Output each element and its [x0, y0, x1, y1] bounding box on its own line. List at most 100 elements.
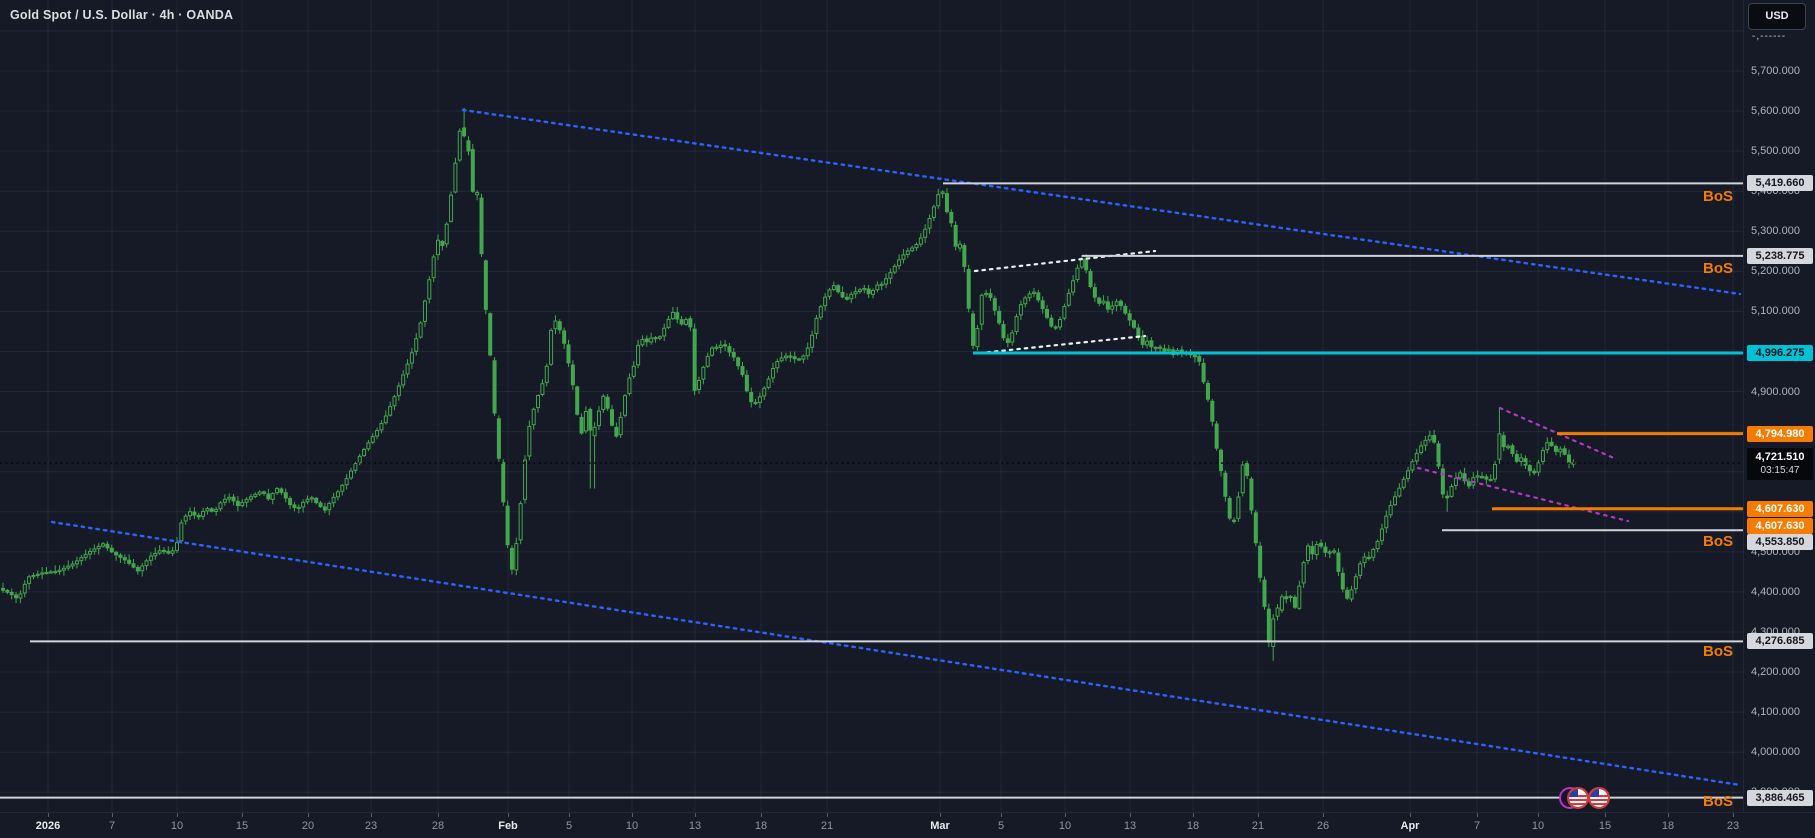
candle-body — [1018, 304, 1023, 316]
candle-body — [1414, 452, 1419, 462]
current-price-value: 4,721.510 — [1755, 451, 1805, 464]
candle-body — [153, 552, 158, 557]
time-tick-mark — [1538, 813, 1539, 817]
candle-body — [479, 197, 484, 255]
candle-body — [1279, 596, 1284, 611]
trendline-blue-dotted[interactable] — [461, 108, 1742, 296]
candle-body — [1036, 292, 1041, 301]
candle-body — [44, 571, 49, 575]
trendline-blue-dotted[interactable] — [50, 520, 1742, 787]
candle-body — [944, 193, 949, 213]
candle-body — [666, 318, 671, 328]
candle-body — [988, 293, 993, 298]
candle-body — [640, 338, 645, 346]
trendline-white-dotted[interactable] — [978, 334, 1147, 355]
currency-toggle-button[interactable]: USD — [1748, 3, 1806, 30]
candle-body — [1236, 496, 1241, 519]
candle-body — [910, 247, 915, 252]
candle-body — [122, 557, 127, 561]
current-price-badge: 4,721.510 03:15:47 — [1747, 448, 1813, 481]
bos-annotation[interactable]: BoS — [1703, 260, 1733, 277]
candle-body — [1123, 305, 1128, 314]
candle-body — [1275, 607, 1280, 617]
time-tick-mark — [242, 813, 243, 817]
candle-body — [1466, 481, 1471, 487]
candle-body — [544, 365, 549, 383]
candle-body — [1436, 443, 1441, 467]
candle-body — [1336, 552, 1341, 573]
candle-body — [744, 374, 749, 392]
time-axis[interactable]: 2026 7 10 15 20 23 28 Feb 5 10 13 18 21 Mar 5 10 13 18 21 2… — [0, 812, 1815, 838]
time-tick-mark — [1733, 813, 1734, 817]
candle-body — [1297, 585, 1302, 609]
candle-body — [1132, 320, 1136, 328]
price-axis-tick: 4,100.000 — [1751, 706, 1800, 719]
time-axis-label: 15 — [235, 820, 249, 832]
candle-body — [501, 462, 506, 503]
candle-body — [292, 504, 297, 509]
candle-body — [792, 356, 797, 360]
candle-body — [810, 334, 815, 348]
candle-body — [992, 298, 997, 311]
candles-group[interactable] — [1, 107, 1576, 661]
candle-body — [1423, 439, 1428, 446]
candle-body — [523, 459, 527, 500]
time-tick-mark — [112, 813, 113, 817]
candle-body — [1223, 472, 1228, 497]
candle-body — [801, 355, 806, 360]
candlestick-chart[interactable] — [0, 0, 1743, 812]
bos-annotation[interactable]: BoS — [1703, 533, 1733, 550]
candle-body — [1401, 478, 1406, 488]
candle-body — [1014, 316, 1019, 332]
candle-body — [914, 244, 919, 249]
candle-body — [483, 260, 488, 310]
candle-body — [731, 351, 736, 358]
candle-body — [48, 571, 53, 574]
candle-body — [418, 322, 423, 338]
candle-body — [109, 547, 114, 553]
time-axis-label: Mar — [930, 820, 950, 832]
candle-body — [840, 291, 845, 298]
price-axis[interactable]: USD -,------ 5,700.000 5,600.000 5,500.000… — [1743, 0, 1815, 812]
candle-body — [997, 310, 1002, 324]
candle-body — [692, 328, 697, 391]
time-axis-label: 15 — [1598, 820, 1612, 832]
candle-body — [940, 191, 945, 194]
candle-body — [196, 514, 201, 518]
candle-body — [1488, 478, 1493, 482]
time-axis-label: 26 — [1316, 820, 1330, 832]
time-tick-mark — [695, 813, 696, 817]
trendline-white-dotted[interactable] — [973, 249, 1157, 273]
candle-body — [1245, 462, 1250, 476]
time-tick-mark — [1001, 813, 1002, 817]
candle-body — [157, 550, 162, 554]
symbol-title[interactable]: Gold Spot / U.S. Dollar · 4h · OANDA — [10, 8, 234, 22]
trendline-magenta-dotted[interactable] — [1416, 466, 1630, 523]
candle-body — [170, 550, 175, 554]
candle-body — [509, 547, 514, 570]
candle-body — [1536, 462, 1541, 473]
bos-annotation[interactable]: BoS — [1703, 188, 1733, 205]
candle-body — [949, 211, 954, 224]
candle-body — [888, 272, 893, 279]
candle-body — [1332, 550, 1337, 553]
candle-body — [1323, 546, 1328, 553]
bos-annotation[interactable]: BoS — [1703, 643, 1733, 660]
candle-body — [514, 543, 519, 571]
candle-body — [1288, 595, 1293, 599]
candle-body — [105, 543, 110, 549]
price-axis-tick: 5,100.000 — [1751, 305, 1800, 318]
candle-body — [631, 365, 636, 377]
chart-area[interactable]: Gold Spot / U.S. Dollar · 4h · OANDA BoS… — [0, 0, 1743, 812]
candle-body — [670, 311, 675, 320]
candle-body — [875, 284, 880, 291]
price-level-badge-silver: 4,276.685 — [1747, 633, 1813, 650]
candle-body — [836, 285, 841, 293]
candle-body — [114, 551, 119, 556]
candle-body — [1266, 608, 1271, 643]
candle-body — [1427, 435, 1432, 441]
bos-annotation[interactable]: BoS — [1703, 793, 1733, 810]
candle-body — [757, 396, 762, 403]
candle-body — [1540, 450, 1545, 462]
candle-body — [1258, 545, 1263, 578]
